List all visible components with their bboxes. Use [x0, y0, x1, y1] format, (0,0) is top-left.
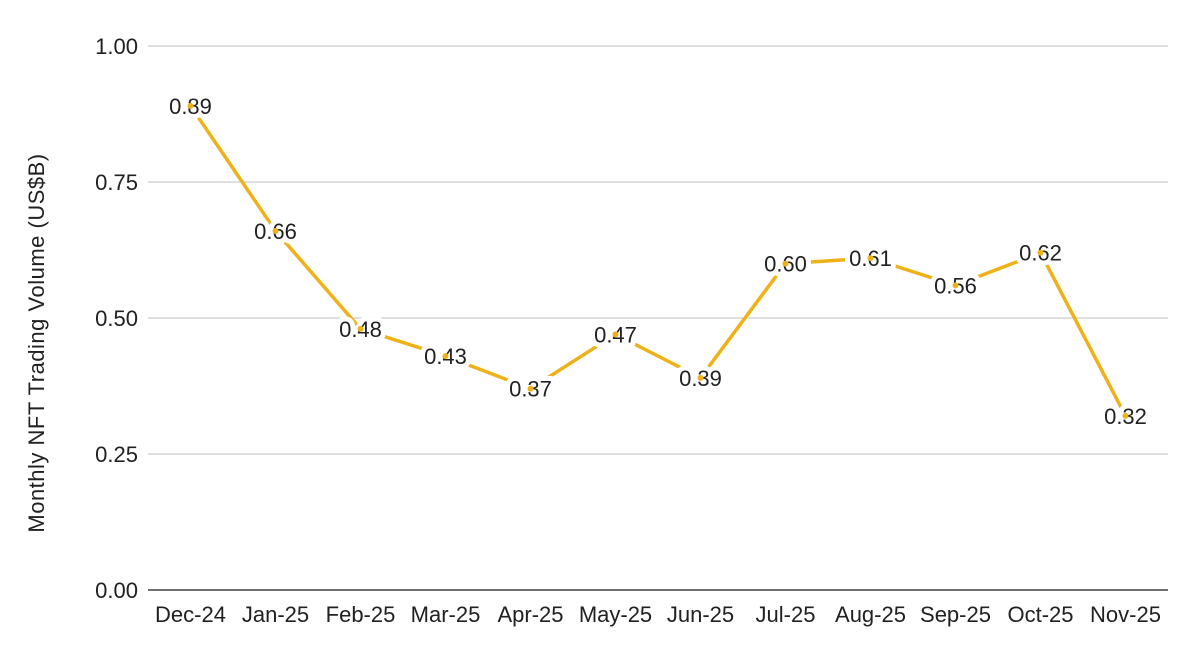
y-tick-label: 0.50 — [95, 306, 138, 331]
data-point-marker — [867, 255, 874, 262]
y-tick-label: 0.25 — [95, 442, 138, 467]
x-tick-label: Jul-25 — [756, 602, 816, 627]
x-tick-label: Jun-25 — [667, 602, 734, 627]
data-point-marker — [187, 102, 194, 109]
data-line — [188, 104, 1128, 418]
y-tick-label: 1.00 — [95, 34, 138, 59]
data-point-marker — [357, 325, 364, 332]
data-point-marker — [952, 282, 959, 289]
x-tick-label: Nov-25 — [1090, 602, 1161, 627]
data-point-marker — [1037, 249, 1044, 256]
x-tick-label: Mar-25 — [411, 602, 481, 627]
data-point-marker — [612, 331, 619, 338]
data-label: 0.60 — [764, 252, 807, 277]
data-point-marker — [782, 260, 789, 267]
x-tick-label: Oct-25 — [1007, 602, 1073, 627]
y-tick-label: 0.00 — [95, 578, 138, 603]
data-point-marker — [527, 385, 534, 392]
x-tick-label: Apr-25 — [497, 602, 563, 627]
y-tick-label: 0.75 — [95, 170, 138, 195]
data-point-marker — [442, 353, 449, 360]
x-tick-label: Sep-25 — [920, 602, 991, 627]
x-tick-label: May-25 — [579, 602, 652, 627]
x-tick-label: Aug-25 — [835, 602, 906, 627]
x-tick-label: Dec-24 — [155, 602, 226, 627]
data-point-marker — [272, 227, 279, 234]
x-tick-label: Jan-25 — [242, 602, 309, 627]
y-axis-title: Monthly NFT Trading Volume (US$B) — [24, 153, 49, 532]
data-point-marker — [697, 374, 704, 381]
data-point-marker — [1122, 412, 1129, 419]
x-tick-label: Feb-25 — [326, 602, 396, 627]
